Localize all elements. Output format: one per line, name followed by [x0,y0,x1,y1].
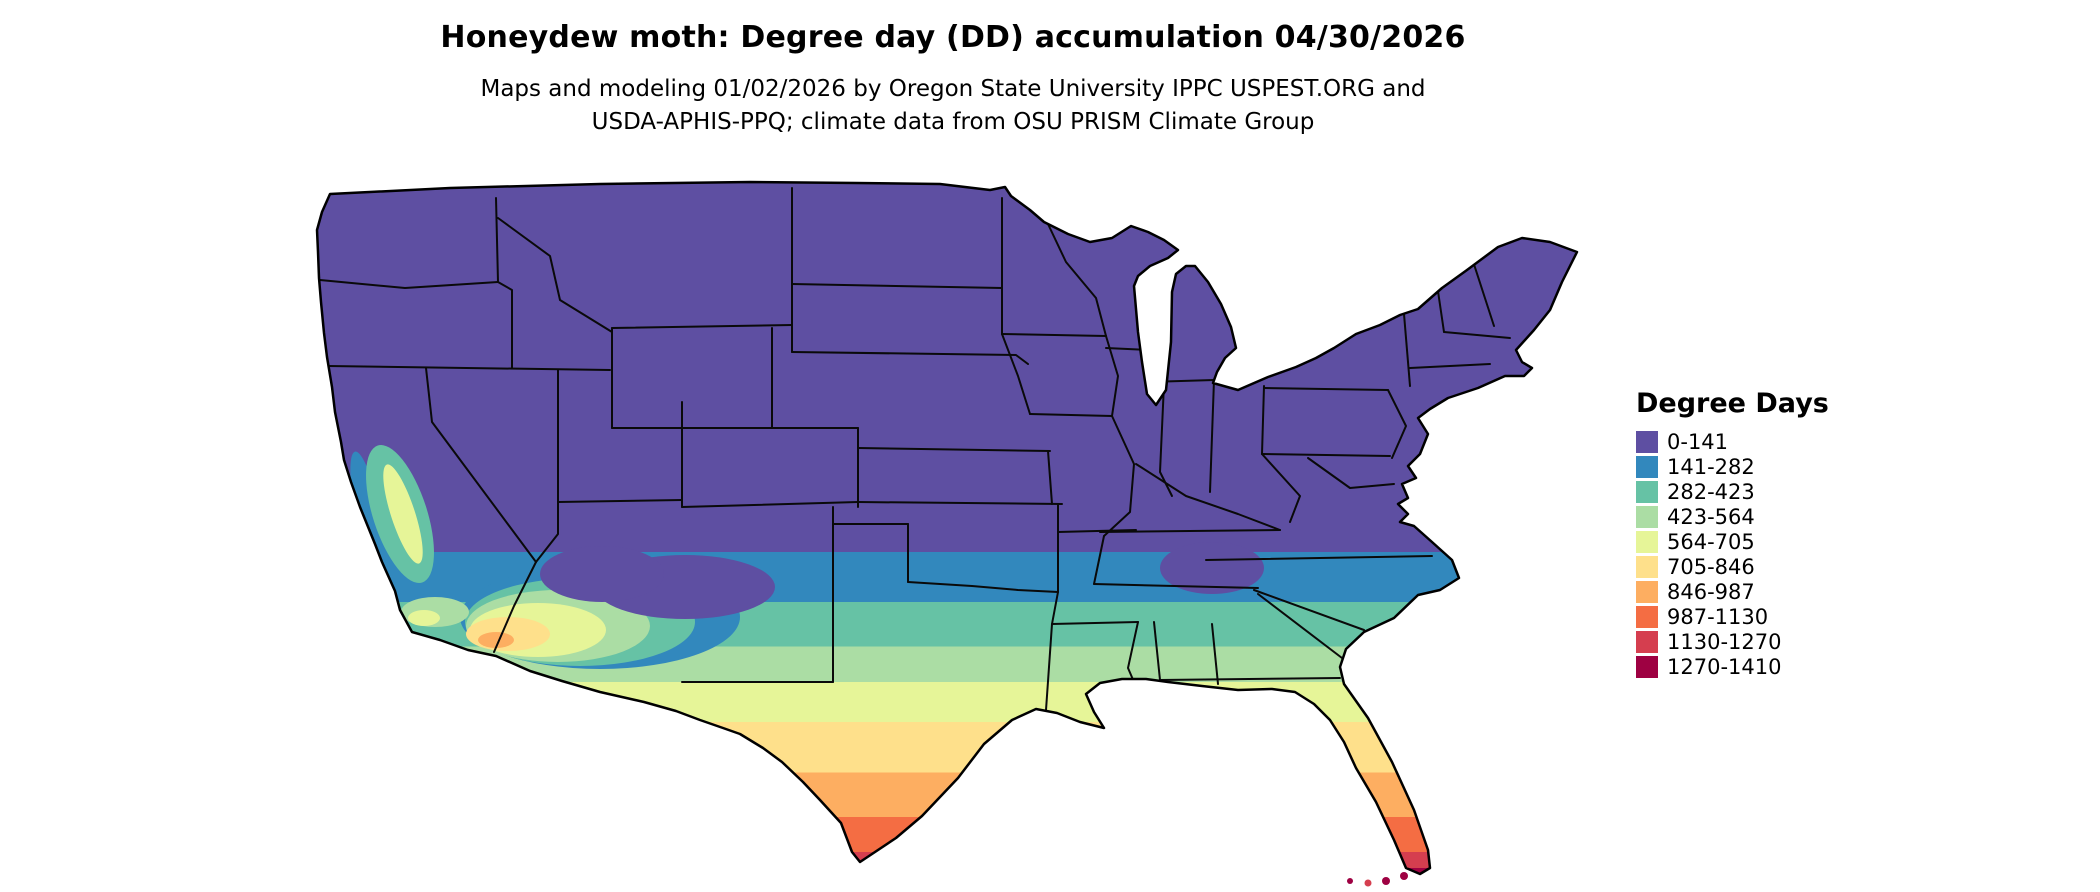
legend-swatch [1636,530,1658,553]
legend-label: 564-705 [1667,529,1755,554]
legend-item: 846-987 [1636,579,1829,604]
state-borders [319,187,1511,711]
legend-item: 564-705 [1636,529,1829,554]
subtitle-line-2: USDA-APHIS-PPQ; climate data from OSU PR… [591,109,1315,135]
figure-header: Honeydew moth: Degree day (DD) accumulat… [0,20,1906,139]
legend-item: 705-846 [1636,554,1829,579]
legend-swatch [1636,655,1658,678]
legend-swatch [1636,605,1658,628]
legend-swatch [1636,580,1658,603]
regional-overlays [350,445,1264,669]
map-area [300,162,1610,892]
legend-item: 1270-1410 [1636,654,1829,679]
legend-swatch [1636,430,1658,453]
legend-title: Degree Days [1636,388,1829,419]
us-degree-day-map [315,180,1579,887]
legend-item: 0-141 [1636,429,1829,454]
legend-label: 846-987 [1667,579,1755,604]
legend-item: 141-282 [1636,454,1829,479]
legend-item: 1130-1270 [1636,629,1829,654]
us-outline [315,180,1579,876]
legend-label: 1130-1270 [1667,629,1782,654]
legend-item: 423-564 [1636,504,1829,529]
figure-subtitle: Maps and modeling 01/02/2026 by Oregon S… [0,73,1906,139]
legend-swatch [1636,555,1658,578]
legend-label: 1270-1410 [1667,654,1782,679]
legend-label: 141-282 [1667,454,1755,479]
legend: Degree Days 0-141 141-282 282-423 423-564 56… [1636,388,1829,679]
legend-items: 0-141 141-282 282-423 423-564 564-705 705-846… [1636,429,1829,679]
legend-item: 282-423 [1636,479,1829,504]
legend-item: 987-1130 [1636,604,1829,629]
legend-label: 0-141 [1667,429,1729,454]
legend-label: 423-564 [1667,504,1755,529]
legend-label: 282-423 [1667,479,1755,504]
legend-label: 705-846 [1667,554,1755,579]
legend-swatch [1636,480,1658,503]
legend-swatch [1636,455,1658,478]
subtitle-line-1: Maps and modeling 01/02/2026 by Oregon S… [480,76,1426,102]
legend-swatch [1636,630,1658,653]
legend-swatch [1636,505,1658,528]
page-title: Honeydew moth: Degree day (DD) accumulat… [440,20,1466,55]
legend-label: 987-1130 [1667,604,1769,629]
florida-keys-dots [1347,872,1408,887]
